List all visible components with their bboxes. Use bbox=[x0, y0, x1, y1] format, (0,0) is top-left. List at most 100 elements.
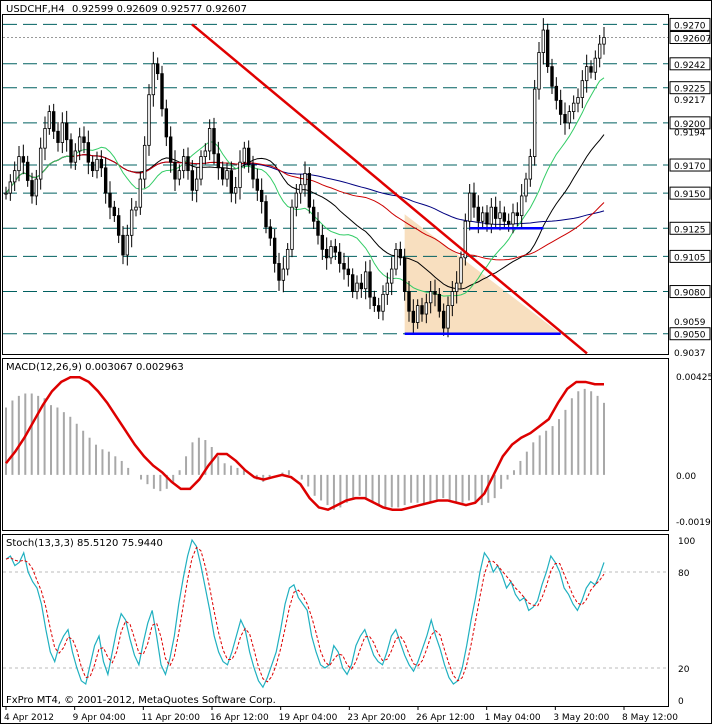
price-tick-label: 0.9242 bbox=[674, 61, 706, 71]
candle-body bbox=[502, 212, 507, 222]
candle-body bbox=[264, 201, 268, 228]
candle-body bbox=[112, 206, 117, 217]
ma-black-line bbox=[5, 134, 605, 290]
macd-tick-label: -0.00199 bbox=[676, 518, 712, 528]
candle-body bbox=[459, 257, 463, 284]
axis-layer: 0.92700.926070.92420.92250.92170.92000.9… bbox=[4, 17, 712, 723]
candle-body bbox=[229, 170, 234, 194]
price-pane bbox=[2, 14, 669, 355]
candle-body bbox=[389, 268, 394, 284]
candle-body bbox=[584, 66, 589, 82]
candle-body bbox=[602, 37, 606, 45]
candle-body bbox=[147, 94, 151, 146]
candle-body bbox=[129, 209, 134, 236]
candle-body bbox=[82, 136, 86, 143]
candle-body bbox=[290, 206, 294, 250]
candle-body bbox=[316, 220, 320, 236]
candle-body bbox=[376, 305, 381, 312]
candle-body bbox=[545, 29, 550, 68]
candle-body bbox=[173, 161, 177, 180]
candle-body bbox=[580, 80, 585, 98]
candle-body bbox=[467, 192, 472, 222]
candle-body bbox=[350, 274, 355, 292]
candle-body bbox=[324, 248, 329, 259]
candle-body bbox=[238, 161, 242, 188]
candle-body bbox=[394, 248, 398, 270]
candle-body bbox=[86, 142, 91, 163]
candle-body bbox=[472, 192, 476, 208]
price-tick-label: 0.9217 bbox=[674, 96, 706, 106]
candle-body bbox=[368, 271, 372, 298]
candle-body bbox=[493, 206, 498, 219]
stoch-title: Stoch(13,3,3) 85.5120 75.9440 bbox=[6, 538, 163, 549]
candle-body bbox=[311, 206, 316, 222]
time-tick-label: 9 Apr 04:00 bbox=[73, 713, 126, 723]
candle-body bbox=[69, 139, 73, 163]
candle-body bbox=[372, 296, 377, 307]
candle-body bbox=[589, 66, 593, 73]
price-layer bbox=[3, 18, 668, 355]
candle-body bbox=[21, 156, 26, 163]
macd-tick-label: 0.00425 bbox=[676, 373, 712, 383]
stoch-signal-line bbox=[5, 546, 605, 683]
candle-body bbox=[99, 158, 104, 169]
candle-body bbox=[463, 220, 468, 259]
candle-body bbox=[524, 178, 528, 197]
candle-body bbox=[95, 158, 99, 172]
candle-body bbox=[277, 263, 281, 281]
price-tick-label: 0.9200 bbox=[674, 120, 706, 130]
candle-body bbox=[77, 136, 82, 152]
candle-body bbox=[151, 63, 156, 96]
candle-body bbox=[489, 206, 494, 225]
price-label-box bbox=[669, 186, 711, 200]
downtrend-line bbox=[191, 23, 588, 355]
stoch-main-line bbox=[5, 538, 605, 689]
candle-body bbox=[363, 271, 368, 290]
candle-body bbox=[220, 167, 225, 180]
candle-body bbox=[441, 310, 446, 329]
candle-body bbox=[450, 291, 455, 307]
candle-body bbox=[402, 257, 407, 292]
candle-body bbox=[168, 136, 173, 163]
candle-body bbox=[433, 291, 437, 295]
time-tick-label: 4 Apr 2012 bbox=[4, 713, 54, 723]
ohlc-readout: 0.92599 0.92609 0.92577 0.92607 bbox=[72, 4, 247, 15]
price-label-box bbox=[669, 81, 711, 95]
candle-body bbox=[212, 128, 216, 155]
candle-body bbox=[251, 164, 255, 180]
candle-body bbox=[125, 234, 130, 256]
candle-body bbox=[90, 161, 95, 172]
candle-body bbox=[51, 111, 56, 132]
price-label-box bbox=[669, 116, 711, 130]
candle-body bbox=[563, 114, 567, 124]
candle-body bbox=[303, 173, 307, 186]
candle-body bbox=[342, 263, 346, 270]
ma-green-line bbox=[5, 77, 605, 297]
candle-body bbox=[64, 122, 69, 141]
candle-body bbox=[56, 130, 60, 143]
candle-body bbox=[160, 73, 164, 110]
candle-body bbox=[337, 251, 342, 264]
candle-body bbox=[437, 293, 442, 312]
price-label-box bbox=[669, 17, 711, 31]
candle-body bbox=[38, 147, 43, 180]
candle-body bbox=[385, 282, 390, 295]
candle-body bbox=[17, 156, 21, 172]
price-tick-label: 0.9270 bbox=[674, 21, 706, 31]
candle-body bbox=[285, 248, 290, 270]
stoch-layer bbox=[3, 538, 668, 689]
stoch-tick-label: 80 bbox=[678, 569, 690, 579]
candle-body bbox=[199, 156, 203, 180]
candle-body bbox=[355, 282, 359, 292]
candle-body bbox=[255, 178, 260, 191]
candle-body bbox=[346, 268, 351, 276]
candle-body bbox=[307, 173, 312, 208]
candle-body bbox=[194, 178, 199, 191]
stoch-tick-label: 0 bbox=[678, 697, 684, 707]
candle-body bbox=[554, 85, 559, 101]
price-label-box bbox=[669, 221, 711, 235]
candle-body bbox=[558, 99, 563, 115]
candle-body bbox=[60, 122, 65, 143]
candle-body bbox=[134, 206, 138, 211]
candle-body bbox=[446, 305, 450, 329]
